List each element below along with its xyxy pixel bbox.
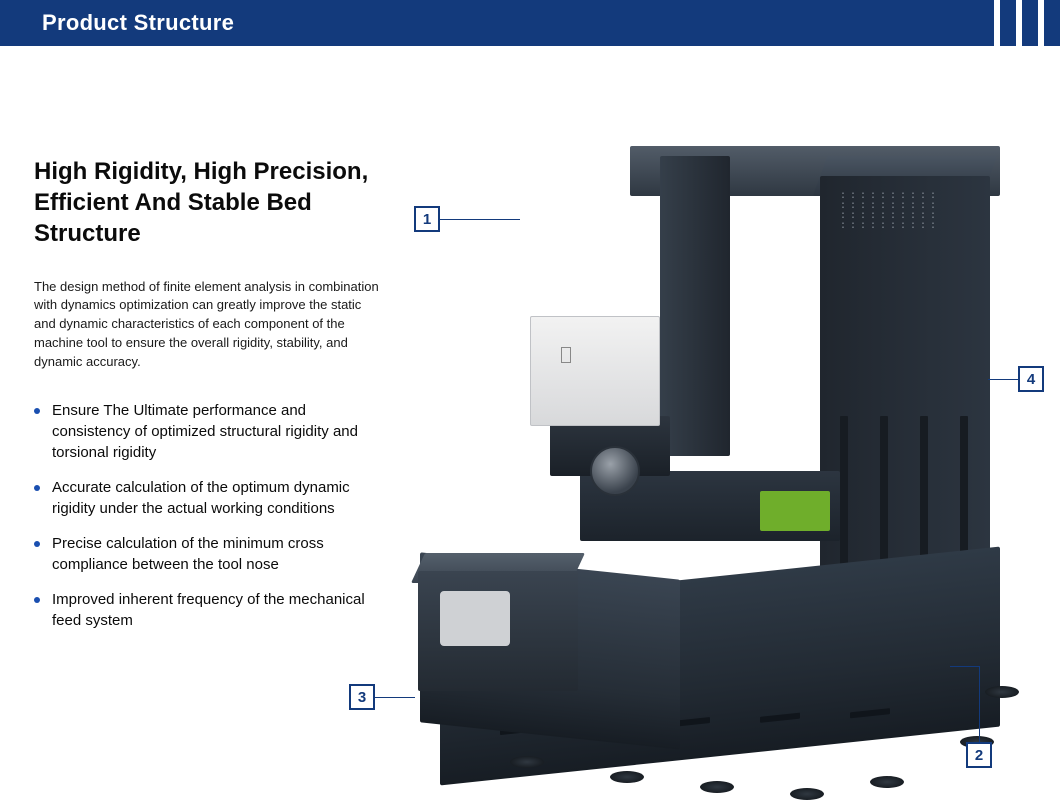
machine-slot [760,713,800,723]
machine-panel-dots: :::::::::::::::::::::::::::::::::::::::: [840,192,940,232]
section-title: Product Structure [42,10,234,36]
callout-1: 1 [414,206,440,232]
headline: High Rigidity, High Precision, Efficient… [34,156,379,250]
callout-2-leader-v [979,666,980,742]
section-header: Product Structure [0,0,1060,46]
callout-label: 1 [423,211,431,228]
list-item: Ensure The Ultimate performance and cons… [34,400,379,463]
stripe [1000,0,1016,46]
header-title-bar: Product Structure [0,0,994,46]
callout-2: 2 [966,742,992,768]
text-column: High Rigidity, High Precision, Efficient… [34,156,379,631]
intro-paragraph: The design method of finite element anal… [34,278,379,372]
machine-green-panel [760,491,830,531]
stripe [1044,0,1060,46]
machine-front-opening [440,591,510,646]
header-decor-stripes [1000,0,1060,46]
machine-foot [700,781,734,793]
machine-foot [510,756,544,768]
callout-1-leader [440,219,520,220]
list-item: Precise calculation of the minimum cross… [34,533,379,575]
machine-foot [985,686,1019,698]
machine-spindle-head [530,316,660,426]
machine-slot [850,708,890,718]
content-area: High Rigidity, High Precision, Efficient… [0,46,1060,791]
feature-list: Ensure The Ultimate performance and cons… [34,400,379,631]
list-item: Improved inherent frequency of the mecha… [34,589,379,631]
callout-3-leader [375,697,415,698]
machine-spindle [590,446,640,496]
callout-label: 2 [975,747,983,764]
callout-label: 3 [358,689,366,706]
machine-foot [790,788,824,800]
callout-label: 4 [1027,371,1035,388]
callout-4-leader [988,379,1018,380]
machine-column-left [660,156,730,456]
callout-4: 4 [1018,366,1044,392]
callout-2-leader-h [950,666,980,667]
machine-foot [870,776,904,788]
machine-illustration: :::::::::::::::::::::::::::::::::::::::: [400,116,1020,776]
indicator-icon [561,347,571,363]
stripe [1022,0,1038,46]
list-item: Accurate calculation of the optimum dyna… [34,477,379,519]
machine-foot [610,771,644,783]
callout-3: 3 [349,684,375,710]
